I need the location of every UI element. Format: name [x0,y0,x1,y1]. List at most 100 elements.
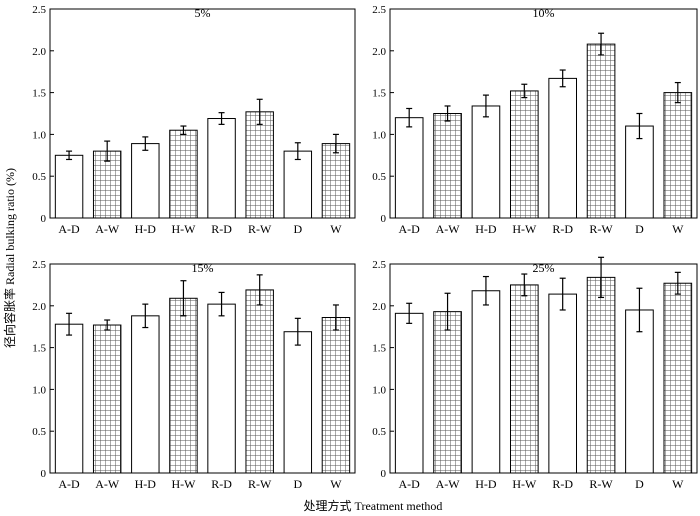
bar-a-w [92,150,122,219]
y-tick-label: 2.0 [32,46,46,58]
x-tick-label: W [672,222,684,236]
x-tick-label: R-W [248,222,272,236]
x-tick-label: H-D [135,222,157,236]
x-tick-label: H-W [171,477,196,491]
y-tick-label: 2.0 [32,301,46,313]
x-tick-label: W [330,222,342,236]
bar-r-w [245,111,274,219]
chart-title: 15% [192,261,214,275]
bar-h-w [169,297,198,474]
bar-a-w [433,311,462,474]
chart-panel-4: 25% 0 0.5 1.0 1.5 2.0 2.5 A-D A-W H-D H-W R-D R-W D W [372,256,698,491]
y-tick-label: 0.5 [372,171,386,183]
bar-r-w [586,43,616,219]
y-tick-label: 0 [381,213,387,225]
chart-title: 25% [533,261,555,275]
x-tick-label: D [293,222,302,236]
x-axis-label: 处理方式 Treatment method [304,498,443,513]
y-tick-label: 1.0 [372,384,386,396]
x-tick-label: H-D [135,477,157,491]
y-tick-label: 1.5 [32,88,46,100]
bar-h-d [131,143,160,219]
y-tick-label: 0 [381,468,387,480]
bar-a-d [394,117,424,219]
bar-d [625,309,654,474]
y-tick-label: 1.5 [372,88,386,100]
x-tick-label: R-D [211,477,232,491]
y-tick-label: 2.5 [32,4,46,16]
y-tick-label: 0.5 [32,171,46,183]
bar-h-w [169,129,198,219]
bar-h-w [509,284,539,474]
y-tick-label: 2.0 [372,46,386,58]
y-tick-label: 0.5 [32,426,46,438]
bar-r-d [207,118,236,219]
bar-d [283,331,313,474]
x-tick-label: D [635,222,644,236]
y-tick-label: 2.0 [372,301,386,313]
bar-w [321,317,351,474]
plot-frame [389,263,698,474]
plot-frame [49,263,356,474]
x-tick-label: H-W [512,477,537,491]
y-tick-label: 1.5 [32,343,46,355]
y-tick-label: 0 [41,468,47,480]
x-tick-label: R-W [589,222,613,236]
x-tick-label: R-W [248,477,272,491]
y-axis-label: 径向容胀率 Radial bulking ratio (%) [2,168,17,348]
bar-a-d [54,323,84,474]
bar-r-w [245,289,274,474]
x-tick-label: A-W [436,222,461,236]
x-tick-label: A-W [436,477,461,491]
y-tick-label: 1.0 [372,129,386,141]
bar-a-d [54,154,84,219]
bar-d [283,150,313,219]
chart-title: 5% [195,6,211,20]
plot-frame [49,8,356,219]
bar-r-d [548,77,578,219]
x-tick-label: R-W [589,477,613,491]
x-tick-label: R-D [552,477,573,491]
bar-w [663,282,693,474]
bar-a-w [92,324,122,474]
x-tick-label: A-D [58,222,80,236]
chart-panel-2: 10% 0 0.5 1.0 1.5 2.0 2.5 A-D A-W H-D H-W R-D R-W D W [372,4,698,236]
bar-a-d [394,312,424,474]
y-tick-label: 1.5 [372,343,386,355]
bar-a-w [433,113,462,219]
bar-r-d [548,293,578,474]
x-tick-label: W [672,477,684,491]
x-tick-label: H-D [475,222,497,236]
bar-w [663,92,693,219]
x-tick-label: H-W [512,222,537,236]
y-tick-label: 1.0 [32,129,46,141]
bar-r-w [586,276,616,474]
x-tick-label: W [330,477,342,491]
bar-h-d [471,105,501,219]
x-tick-label: A-D [399,222,421,236]
chart-panel-1: 5% 0 0.5 1.0 1.5 2.0 2.5 A-D A-W H-D H-W R-D R-W D W [32,4,356,236]
y-tick-label: 0 [41,213,47,225]
y-tick-label: 0.5 [372,426,386,438]
bar-h-d [131,315,160,474]
x-tick-label: A-W [95,477,120,491]
y-tick-label: 2.5 [32,259,46,271]
x-tick-label: A-D [58,477,80,491]
chart-title: 10% [533,6,555,20]
y-tick-label: 2.5 [372,4,386,16]
bar-d [625,125,654,219]
y-tick-label: 1.0 [32,384,46,396]
bar-w [321,143,351,219]
bar-h-w [509,90,539,219]
x-tick-label: D [293,477,302,491]
x-tick-label: R-D [211,222,232,236]
x-tick-label: D [635,477,644,491]
plot-frame [389,8,698,219]
x-tick-label: A-D [399,477,421,491]
x-tick-label: H-D [475,477,497,491]
x-tick-label: A-W [95,222,120,236]
bar-h-d [471,290,501,474]
x-tick-label: R-D [552,222,573,236]
y-tick-label: 2.5 [372,259,386,271]
